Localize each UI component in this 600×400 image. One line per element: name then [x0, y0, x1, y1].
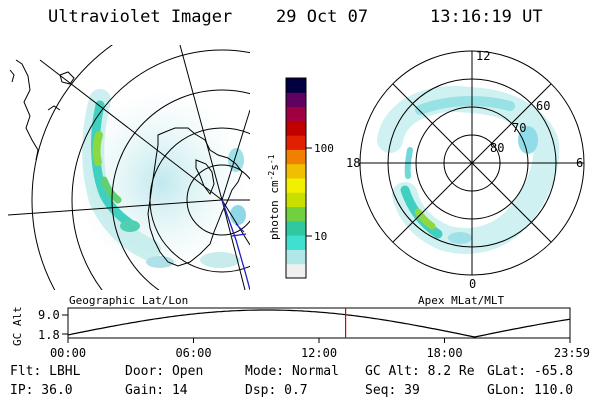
colorbar-segment — [286, 206, 306, 222]
orbit-altitude-timeline: 9.0 1.8 GC Alt 00:00 06:00 12:00 18:00 23:59 — [11, 306, 590, 360]
status-gc-alt: GC Alt: 8.2 Re — [365, 364, 475, 379]
colorbar-segment — [286, 178, 306, 193]
mlt-label-12: 12 — [476, 49, 490, 63]
observation-time: 13:16:19 UT — [430, 7, 543, 27]
mlt-label-6: 6 — [576, 156, 583, 170]
status-filter: Flt: LBHL — [10, 364, 81, 379]
right-map-caption: Apex MLat/MLT — [418, 294, 504, 307]
colorbar-tick-100: 100 — [314, 142, 334, 155]
status-ip: IP: 36.0 — [10, 383, 73, 398]
timeline-ylabel: GC Alt — [11, 306, 24, 346]
mlt-label-0: 0 — [469, 277, 476, 291]
colorbar-segment — [286, 106, 306, 122]
mlat-label-70: 70 — [512, 121, 526, 135]
status-gain: Gain: 14 — [125, 383, 188, 398]
timeline-tick-label: 06:00 — [175, 346, 211, 360]
coastlines — [9, 59, 243, 267]
colorbar-frame — [285, 77, 307, 279]
gc-altitude-curve — [67, 309, 571, 338]
status-dsp: Dsp: 0.7 — [245, 383, 308, 398]
geographic-map — [8, 45, 250, 290]
colorbar-tick-10: 10 — [314, 230, 327, 243]
left-aurora-emission — [74, 89, 248, 274]
status-door: Door: Open — [125, 364, 204, 379]
colorbar-segment — [286, 249, 306, 265]
mlt-label-18: 18 — [346, 156, 360, 170]
right-aurora-emission — [377, 86, 560, 254]
status-glon: GLon: 110.0 — [487, 383, 574, 398]
colorbar-segment — [286, 192, 306, 208]
left-map-caption: Geographic Lat/Lon — [69, 294, 188, 307]
observation-date: 29 Oct 07 — [276, 7, 369, 27]
colorbar-segment — [286, 149, 306, 165]
colorbar-segment — [286, 263, 306, 279]
timeline-tick-label: 18:00 — [426, 346, 462, 360]
satellite-ground-track — [221, 199, 250, 290]
colorbar-segment — [286, 163, 306, 179]
colorbar-segment — [286, 135, 306, 150]
timeline-tick-label: 12:00 — [301, 346, 337, 360]
timeline-tick-label: 23:59 — [554, 346, 590, 360]
instrument-title: Ultraviolet Imager — [48, 7, 233, 27]
timeline-ytick-bottom: 1.8 — [38, 328, 60, 342]
mlt-lines — [360, 51, 584, 275]
colorbar-segment — [286, 78, 306, 93]
timeline-ticks: 00:00 06:00 12:00 18:00 23:59 — [50, 338, 590, 360]
mlat-label-60: 60 — [536, 99, 550, 113]
colorbar-unit-label: photon cm-2s-1 — [267, 154, 282, 240]
colorbar-segment — [286, 220, 306, 236]
magnetic-map: 12 18 6 0 60 70 80 — [346, 49, 585, 291]
status-seq: Seq: 39 — [365, 383, 420, 398]
colorbar-segment — [286, 92, 306, 108]
timeline-ytick-top: 9.0 — [38, 308, 60, 322]
status-glat: GLat: -65.8 — [487, 364, 574, 379]
status-mode: Mode: Normal — [245, 364, 339, 379]
colorbar-segment — [286, 120, 306, 136]
timeline-tick-label: 00:00 — [50, 346, 86, 360]
colorbar-segment — [286, 235, 306, 250]
mlat-label-80: 80 — [490, 141, 504, 155]
colorbar — [286, 78, 306, 279]
